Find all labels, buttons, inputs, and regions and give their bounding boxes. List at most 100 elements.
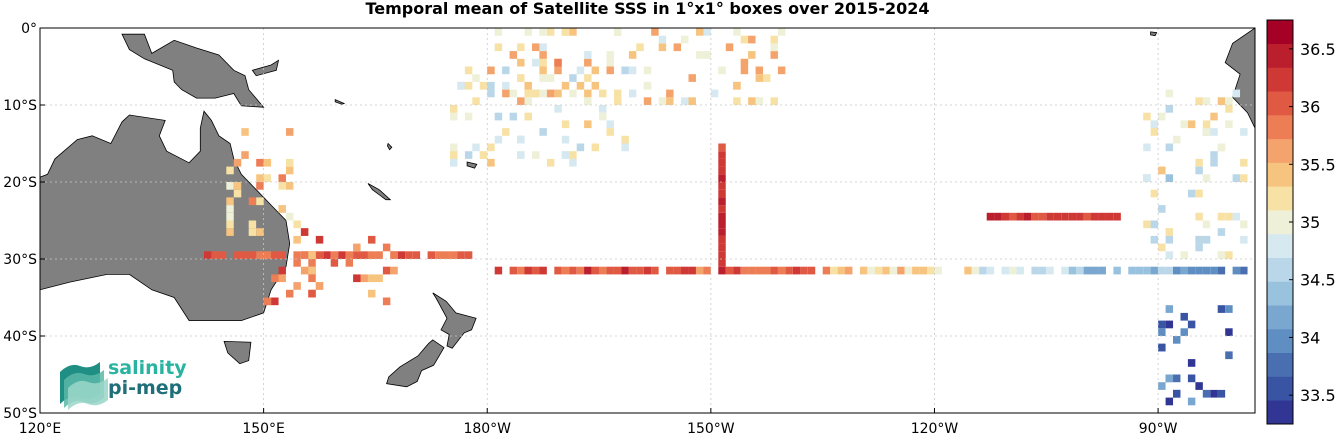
sss-cell-track0 (1091, 266, 1099, 275)
sss-cell-track8 (1187, 320, 1196, 329)
sss-cell-track0 (1135, 266, 1144, 275)
sss-cell-track0 (867, 266, 875, 275)
sss-cell-track0 (859, 266, 868, 275)
sss-cell-track6 (539, 43, 547, 52)
sss-cell-track8 (1187, 374, 1196, 383)
sss-cell-track7 (1210, 128, 1218, 136)
sss-cell-track6 (524, 28, 532, 36)
land-new-guinea (121, 33, 265, 108)
sss-cell-track0 (733, 266, 741, 275)
sss-cell-track4 (226, 212, 234, 221)
sss-cell-track0 (1158, 266, 1166, 275)
sss-cell-track6 (584, 58, 592, 67)
sss-cell-track1 (218, 251, 227, 259)
sss-cell-track9 (278, 266, 286, 275)
sss-cell-track7 (1217, 212, 1226, 221)
sss-cell-track7 (1158, 112, 1166, 121)
sss-cell-track5 (517, 135, 525, 144)
sss-cell-track6 (546, 28, 555, 36)
sss-cell-track0 (897, 266, 905, 275)
sss-cell-track7 (1210, 112, 1218, 121)
sss-cell-track6 (628, 51, 637, 59)
sss-cell-track9 (353, 243, 361, 252)
colorbar-swatch (1267, 20, 1293, 45)
x-tick-label: 150°E (242, 421, 285, 437)
sss-cell-track6 (755, 97, 764, 105)
sss-cell-track1 (457, 251, 465, 259)
sss-cell-track4 (278, 182, 286, 190)
sss-cell-track4 (256, 197, 264, 206)
sss-cell-track3 (718, 151, 726, 159)
sss-cell-track2 (1061, 212, 1069, 221)
sss-cell-track0 (688, 266, 696, 275)
sss-cell-track4 (293, 220, 301, 229)
sss-cell-track7 (1150, 189, 1159, 198)
sss-cell-track0 (1009, 266, 1017, 275)
sss-cell-track8 (1225, 351, 1233, 360)
sss-cell-track9 (293, 282, 301, 290)
land-australia (40, 110, 291, 322)
sss-cell-track7 (1143, 143, 1151, 152)
sss-cell-track0 (1016, 266, 1024, 275)
sss-cell-track1 (323, 251, 331, 259)
sss-cell-track7 (1217, 97, 1226, 105)
sss-cell-track9 (368, 289, 376, 298)
sss-cell-track4 (248, 197, 257, 206)
sss-cell-track6 (740, 35, 749, 44)
sss-cell-track5 (569, 158, 577, 167)
sss-cell-track1 (293, 251, 301, 259)
sss-cell-track0 (1038, 266, 1047, 275)
sss-cell-track7 (1180, 251, 1188, 259)
sss-cell-track9 (293, 259, 301, 267)
sss-cell-track9 (315, 235, 324, 244)
sss-cell-track8 (1173, 374, 1181, 383)
sss-cell-track0 (532, 266, 540, 275)
sss-cell-track8 (1202, 389, 1211, 398)
sss-cell-track1 (368, 251, 376, 259)
sss-cell-track0 (785, 266, 793, 275)
sss-cell-track7 (1202, 174, 1211, 182)
sss-cell-track3 (718, 158, 726, 167)
sss-cell-track6 (777, 28, 786, 36)
sss-cell-track5 (606, 120, 614, 129)
colorbar-swatch (1267, 305, 1293, 330)
sss-cell-track0 (517, 266, 525, 275)
sss-cell-track5 (502, 128, 510, 136)
x-tick-label: 180°W (463, 421, 511, 437)
sss-cell-track1 (211, 251, 219, 259)
sss-cells (204, 28, 1248, 406)
sss-cell-track1 (204, 251, 212, 259)
sss-cell-track6 (546, 89, 555, 98)
sss-cell-track0 (1076, 266, 1084, 275)
sss-cell-track7 (1165, 174, 1174, 182)
x-tick-label: 120°E (19, 421, 62, 437)
sss-cell-track6 (703, 51, 711, 59)
sss-cell-track5 (599, 105, 607, 113)
sss-cell-track0 (845, 266, 853, 275)
sss-cell-track7 (1217, 143, 1226, 152)
sss-cell-track5 (561, 135, 570, 144)
sss-cell-track7 (1195, 243, 1203, 252)
sss-cell-track5 (487, 143, 495, 152)
sss-cell-track5 (502, 81, 510, 90)
sss-cell-track6 (643, 97, 652, 105)
sss-cell-track7 (1165, 228, 1174, 236)
sss-cell-track5 (591, 143, 600, 152)
sss-cell-track0 (1217, 266, 1226, 275)
land-tasmania (223, 340, 252, 365)
sss-cell-track8 (1158, 328, 1166, 336)
colorbar-swatch (1267, 67, 1293, 92)
sss-cell-track6 (688, 97, 696, 105)
sss-cell-track3 (718, 243, 726, 252)
sss-cell-track0 (986, 266, 995, 275)
sss-cell-track6 (576, 81, 585, 90)
sss-cell-track0 (792, 266, 801, 275)
colorbar-swatch (1267, 186, 1293, 211)
sss-cell-track6 (591, 81, 600, 90)
land-vanuatu (386, 142, 393, 151)
sss-cell-track9 (353, 274, 361, 283)
sss-cell-track9 (308, 251, 316, 259)
sss-cell-track9 (271, 251, 279, 259)
sss-cell-track4 (248, 220, 257, 229)
sss-cell-track4 (226, 166, 234, 175)
